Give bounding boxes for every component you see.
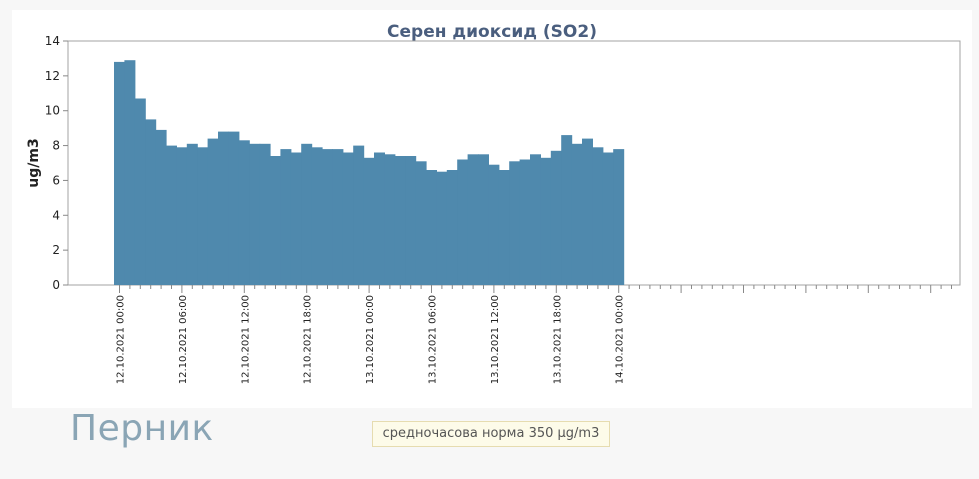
bar [613, 149, 625, 285]
bar [446, 170, 458, 285]
bar [197, 147, 209, 285]
x-tick-label: 13.10.2021 06:00 [428, 295, 439, 384]
y-tick-label: 2 [52, 243, 60, 257]
bar [498, 170, 510, 285]
bar [467, 154, 479, 285]
bar [155, 129, 167, 285]
bar [592, 147, 604, 285]
bar [228, 131, 240, 285]
x-tick-label: 13.10.2021 00:00 [365, 295, 376, 384]
y-tick-label: 10 [45, 104, 60, 118]
bar [582, 138, 593, 285]
city-name: Перник [70, 408, 214, 449]
bars-group [114, 60, 625, 286]
bar [363, 157, 375, 285]
bar [290, 152, 302, 285]
bar [145, 119, 157, 286]
bar [280, 149, 292, 285]
chart-title: Серен диоксид (SO2) [387, 22, 597, 42]
bar [602, 152, 614, 285]
bar [394, 156, 406, 285]
bar [374, 152, 385, 285]
bar [124, 60, 136, 286]
bar [259, 143, 271, 285]
x-axis: 12.10.2021 00:00 12.10.2021 06:00 12.10.20… [116, 285, 952, 384]
y-tick-label: 12 [45, 69, 60, 83]
bar [561, 135, 573, 285]
bar [405, 156, 417, 285]
bar [457, 159, 469, 285]
y-axis-label: ug/m3 [26, 138, 42, 187]
bar [218, 131, 229, 285]
bar [478, 154, 489, 285]
bar [238, 140, 250, 285]
y-tick-label: 8 [52, 139, 60, 153]
y-tick-label: 0 [52, 278, 60, 292]
bar [519, 159, 531, 285]
bar [166, 145, 177, 285]
x-tick-label: 13.10.2021 18:00 [552, 295, 563, 384]
y-axis: 0 2 4 6 8 10 12 14 [45, 34, 68, 292]
bar [176, 147, 188, 285]
chart-panel: Серен диоксид (SO2) ug/m3 0 2 4 6 8 10 12 14 12… [12, 10, 972, 408]
bar [488, 164, 500, 285]
bar [301, 143, 313, 285]
bar [540, 157, 552, 285]
y-tick-label: 6 [52, 173, 60, 187]
bar [322, 149, 333, 285]
x-tick-label: 12.10.2021 18:00 [303, 295, 314, 384]
bar [249, 143, 261, 285]
bar [530, 154, 541, 285]
x-tick-label: 13.10.2021 12:00 [490, 295, 501, 384]
bar [186, 143, 198, 285]
bar [270, 156, 281, 285]
bar [426, 170, 437, 285]
bar [384, 154, 396, 285]
bar [571, 143, 583, 285]
bar [207, 138, 219, 285]
bar [134, 98, 146, 285]
bar [332, 149, 344, 285]
bar [550, 150, 562, 285]
x-tick-label: 14.10.2021 00:00 [615, 295, 626, 384]
bar [342, 152, 354, 285]
x-tick-label: 12.10.2021 12:00 [240, 295, 251, 384]
bar [509, 161, 521, 285]
bar [436, 171, 448, 285]
x-tick-label: 12.10.2021 00:00 [116, 295, 127, 384]
bar [311, 147, 323, 285]
bar [114, 61, 125, 286]
x-tick-label: 12.10.2021 06:00 [178, 295, 189, 384]
y-tick-label: 4 [52, 208, 60, 222]
norm-badge: средночасова норма 350 µg/m3 [372, 421, 610, 447]
y-tick-label: 14 [45, 34, 60, 48]
bar [353, 145, 365, 285]
bar [415, 161, 427, 285]
